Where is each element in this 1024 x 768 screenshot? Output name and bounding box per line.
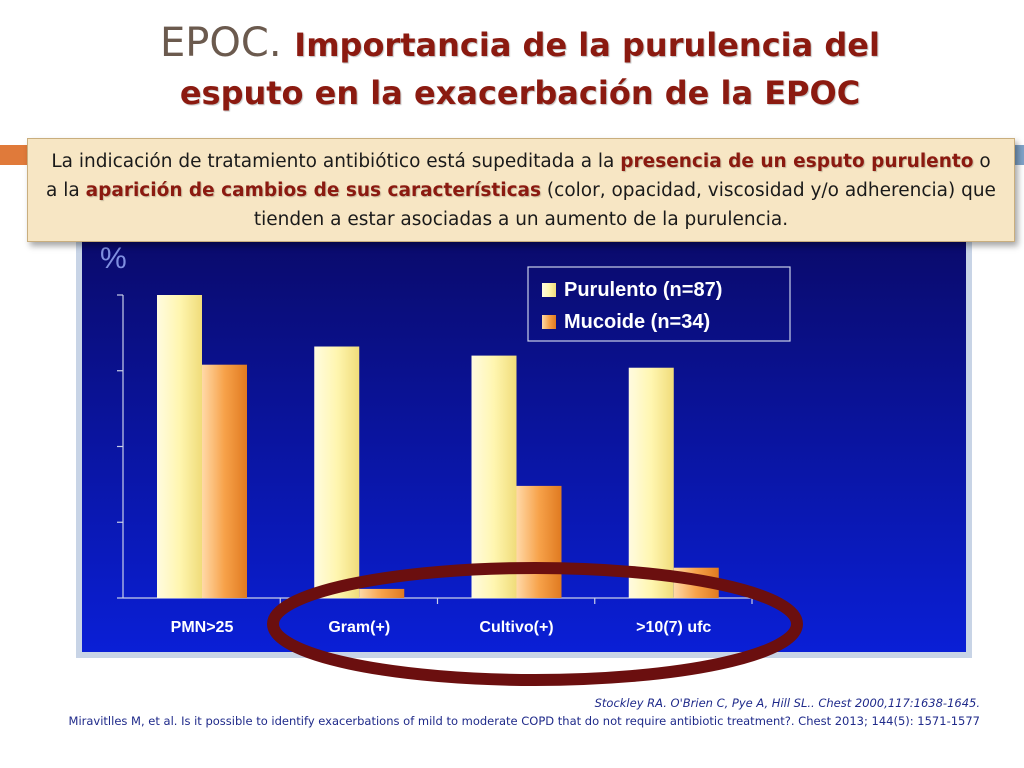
x-tick-label: PMN>25	[171, 619, 234, 636]
title-line-2: esputo en la exacerbación de la EPOC	[179, 74, 861, 112]
y-axis-label: %	[100, 242, 127, 275]
note-text-1: La indicación de tratamiento antibiótico…	[51, 151, 621, 172]
bar-purulento	[628, 367, 674, 598]
title-main: Importancia de la purulencia del	[294, 26, 880, 64]
legend-swatch	[542, 283, 556, 297]
chart-frame: PMN>25 Gram(+) Cultivo(+) >10(7) ufc Purule…	[76, 226, 972, 658]
x-tick-label: >10(7) ufc	[636, 619, 711, 636]
citation-line-1: Stockley RA. O'Brien C, Pye A, Hill SL..…	[594, 696, 980, 710]
bar-chart: PMN>25 Gram(+) Cultivo(+) >10(7) ufc Purule…	[82, 232, 966, 652]
bar-purulento	[314, 346, 360, 598]
note-text-2: o a la	[46, 151, 991, 201]
bar-mucoide	[359, 588, 405, 598]
accent-bar-left	[0, 145, 32, 165]
note-box: La indicación de tratamiento antibiótico…	[27, 138, 1015, 242]
title-line-1: EPOC. Importancia de la purulencia del	[80, 18, 960, 70]
bar-mucoide	[516, 485, 562, 598]
x-tick-label: Cultivo(+)	[479, 619, 553, 636]
citation: Stockley RA. O'Brien C, Pye A, Hill SL..…	[60, 694, 980, 730]
legend-swatch	[542, 315, 556, 329]
note-text-3: (color, opacidad, viscosidad y/o adheren…	[253, 180, 996, 230]
legend-label: Mucoide (n=34)	[564, 311, 710, 333]
slide-title: EPOC. Importancia de la purulencia del e…	[80, 18, 960, 116]
bar-mucoide	[673, 567, 719, 598]
citation-line-2: Miravitlles M, et al. Is it possible to …	[68, 714, 980, 728]
bar-purulento	[157, 295, 202, 598]
title-prefix: EPOC.	[160, 20, 282, 66]
bar-purulento	[471, 355, 517, 598]
note-bold-2: aparición de cambios de sus característi…	[85, 180, 542, 201]
bar-mucoide	[202, 364, 247, 598]
legend-label: Purulento (n=87)	[564, 279, 722, 301]
legend: Purulento (n=87) Mucoide (n=34)	[527, 266, 791, 342]
legend-box	[527, 266, 791, 342]
note-bold-1: presencia de un esputo purulento	[620, 151, 974, 172]
x-tick-label: Gram(+)	[328, 619, 390, 636]
